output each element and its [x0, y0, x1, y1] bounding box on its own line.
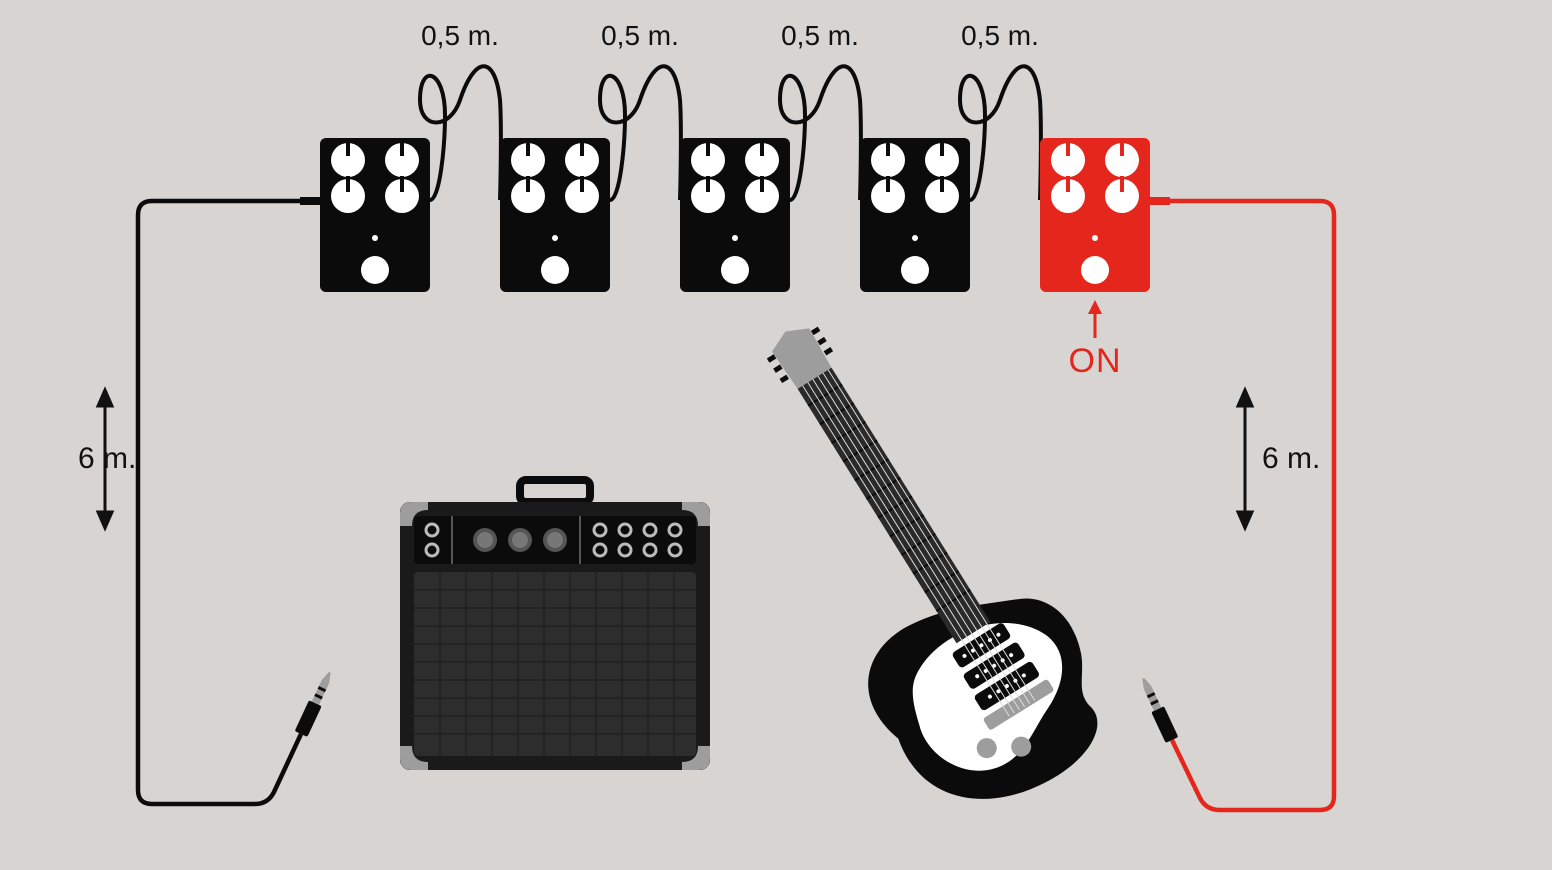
- patch-label-2: 0,5 m.: [601, 20, 679, 51]
- amplifier-icon: [400, 480, 710, 770]
- left-long-cable: [138, 197, 336, 804]
- length-arrow-right: [1238, 390, 1252, 528]
- pedal-4: [860, 138, 970, 292]
- patch-label-3: 0,5 m.: [781, 20, 859, 51]
- pedal-2: [500, 138, 610, 292]
- patch-label-1: 0,5 m.: [421, 20, 499, 51]
- signal-chain-diagram: 0,5 m. 0,5 m. 0,5 m. 0,5 m.: [0, 0, 1552, 870]
- right-long-cable: [1137, 197, 1334, 810]
- pedal-3: [680, 138, 790, 292]
- pedal-5-active: [1040, 138, 1150, 292]
- on-indicator: ON: [1069, 300, 1122, 380]
- patch-label-4: 0,5 m.: [961, 20, 1039, 51]
- pedals: [320, 138, 1150, 292]
- length-label-left: 6 m.: [78, 442, 136, 475]
- on-label: ON: [1069, 342, 1122, 380]
- length-label-right: 6 m.: [1262, 442, 1320, 475]
- guitar-icon: [679, 286, 1134, 840]
- pedal-1: [320, 138, 430, 292]
